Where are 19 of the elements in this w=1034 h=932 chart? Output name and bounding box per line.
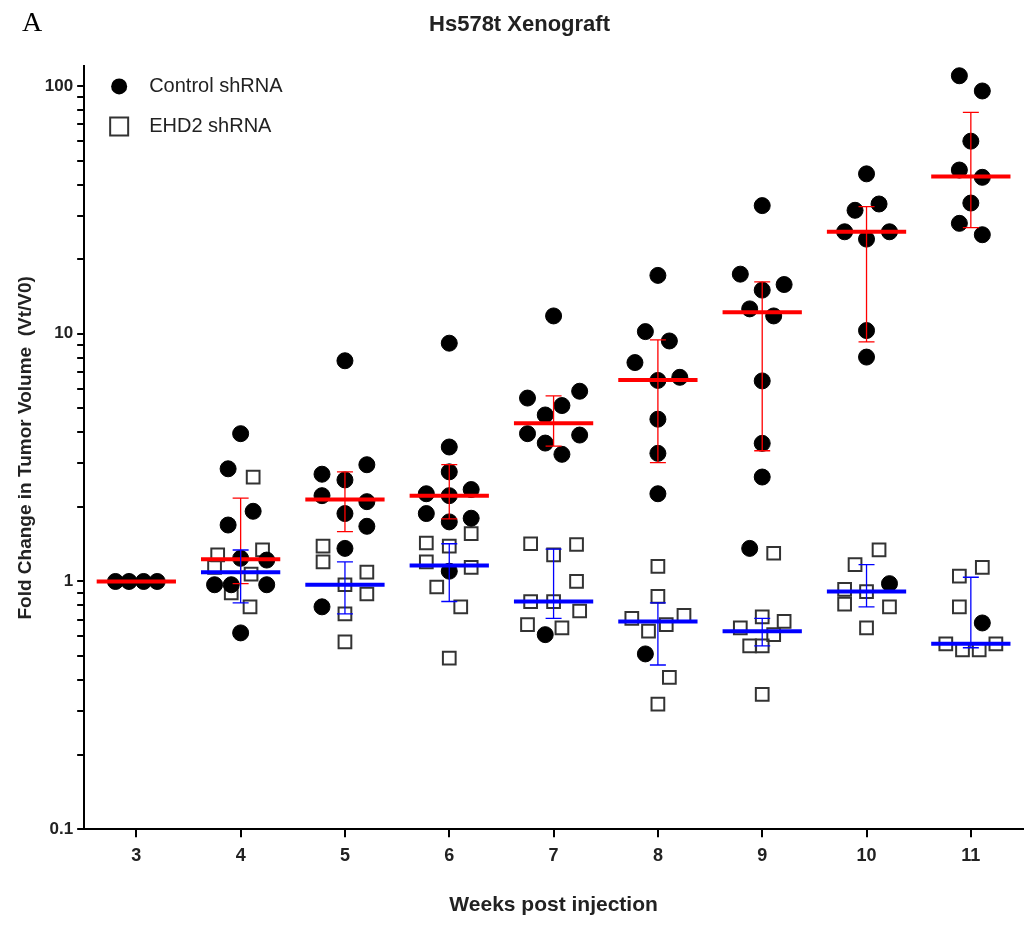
x-tick-label: 6 <box>444 844 455 865</box>
legend-label: EHD2 shRNA <box>149 113 273 136</box>
x-tick-label: 9 <box>757 844 768 865</box>
y-tick-label: 0.1 <box>49 818 74 838</box>
chart-title: Hs578t Xenograft <box>429 11 611 37</box>
x-axis-title: Weeks post injection <box>449 892 658 916</box>
x-tick-label: 10 <box>856 844 877 865</box>
x-tick-label: 8 <box>652 844 663 865</box>
y-tick-label: 1 <box>63 571 74 591</box>
y-tick-label: 100 <box>44 75 74 95</box>
x-tick-label: 11 <box>961 844 981 865</box>
x-tick-label: 3 <box>131 844 142 865</box>
y-axis-title: Fold Change in Tumor Volume (Vt/V0) <box>13 276 35 620</box>
legend-label: Control shRNA <box>149 73 284 96</box>
x-tick-label: 5 <box>339 844 350 865</box>
x-tick-label: 4 <box>235 844 246 865</box>
text: A <box>22 6 43 38</box>
x-tick-label: 7 <box>548 844 559 865</box>
y-tick-label: 10 <box>54 323 74 343</box>
